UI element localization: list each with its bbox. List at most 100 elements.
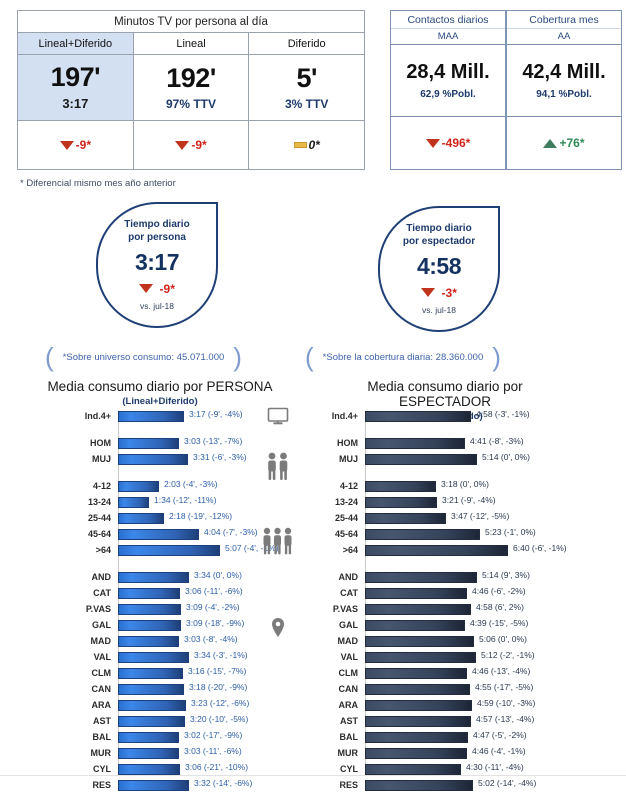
chart-bar-row[interactable]: CAT 4:46 (-6', -2%) (320, 585, 570, 601)
chart-bar-row[interactable]: P.VAS 4:58 (6', 2%) (320, 601, 570, 617)
triangle-down-icon (139, 284, 154, 294)
chart-bar-value: 3:34 (-3', -1%) (194, 649, 248, 660)
chart-bar-label: CAN (91, 684, 112, 694)
droplet-title-line2: por espectador (402, 235, 476, 247)
chart-bar-row[interactable]: Ind.4+ 3:17 (-9', -4%) (40, 408, 280, 424)
chart-bar-row[interactable]: MUJ 3:31 (-6', -3%) (40, 451, 280, 467)
chart-bar-row[interactable]: 4-12 3:18 (0', 0%) (320, 478, 570, 494)
chart-bar-track: 3:02 (-17', -9%) (118, 730, 280, 743)
tv-monitor-icon (258, 407, 298, 425)
chart-bar-row[interactable]: MUR 4:46 (-4', -1%) (320, 745, 570, 761)
chart-bar (365, 453, 477, 465)
chart-bar-track: 3:31 (-6', -3%) (118, 451, 280, 465)
chart-bar-row[interactable]: MUR 3:03 (-11', -6%) (40, 745, 280, 761)
contactos-diarios-card[interactable]: Contactos diarios MAA 28,4 Mill. 62,9 %P… (390, 10, 506, 170)
chart-bar-row[interactable]: Ind.4+ 4:58 (-3', -1%) (320, 408, 570, 424)
card-value: 28,4 Mill. (406, 61, 490, 83)
chart-bar-row[interactable]: BAL 4:47 (-5', -2%) (320, 729, 570, 745)
chart-bar-row[interactable]: 13-24 1:34 (-12', -11%) (40, 494, 280, 510)
chart-bar-row[interactable]: AND 5:14 (9', 3%) (320, 569, 570, 585)
chart-bar (365, 528, 480, 540)
chart-bar-row[interactable]: MAD 5:06 (0', 0%) (320, 633, 570, 649)
chart-bar-value: 5:14 (9', 3%) (482, 569, 530, 580)
chart-bar-row[interactable]: VAL 3:34 (-3', -1%) (40, 649, 280, 665)
chart-bar-row[interactable]: AST 3:20 (-10', -5%) (40, 713, 280, 729)
kpi-column-lineal-diferido[interactable]: Lineal+Diferido 197' 3:17 -9* (18, 33, 134, 169)
chart-subtitle: (Lineal+Diferido) (122, 396, 198, 407)
chart-bar-row[interactable]: BAL 3:02 (-17', -9%) (40, 729, 280, 745)
chart-bar-label: CAT (340, 588, 358, 598)
chart-bar-row[interactable]: 45-64 5:23 (-1', 0%) (320, 526, 570, 542)
card-value: 42,4 Mill. (522, 61, 606, 83)
cobertura-mes-card[interactable]: Cobertura mes AA 42,4 Mill. 94,1 %Pobl. … (506, 10, 622, 170)
chart-bar-label: RES (339, 780, 358, 790)
chart-bar-row[interactable]: CYL 4:30 (-11', -4%) (320, 761, 570, 777)
chart-bar-row[interactable]: 25-44 3:47 (-12', -5%) (320, 510, 570, 526)
kpi-delta: -9* (134, 121, 249, 169)
chart-bar-value: 1:34 (-12', -11%) (154, 494, 217, 505)
chart-bar-row[interactable]: RES 3:32 (-14', -6%) (40, 777, 280, 793)
droplet-comparison: vs. jul-18 (139, 301, 174, 311)
bracket-text: *Sobre la cobertura diaria: 28.360.000 (322, 351, 484, 363)
minutos-tv-columns: Lineal+Diferido 197' 3:17 -9* Lineal 192… (18, 33, 365, 169)
chart-bar-label: CYL (93, 764, 111, 774)
chart-bar-row[interactable]: >64 5:07 (-4', -1%) (40, 542, 280, 558)
kpi-column-diferido[interactable]: Diferido 5' 3% TTV 0* (249, 33, 365, 169)
chart-bar-row[interactable]: 4-12 2:03 (-4', -3%) (40, 478, 280, 494)
card-title: Cobertura mes (507, 11, 621, 29)
kpi-delta-value: -9* (75, 138, 91, 152)
kpi-column-lineal[interactable]: Lineal 192' 97% TTV -9* (133, 33, 250, 169)
chart-bar-row[interactable]: MAD 3:03 (-8', -4%) (40, 633, 280, 649)
chart-bar-row[interactable]: CAT 3:06 (-11', -6%) (40, 585, 280, 601)
kpi-subvalue: 3:17 (62, 96, 89, 111)
chart-bar-value: 3:16 (-15', -7%) (188, 665, 247, 676)
droplet-title-line1: Tiempo diario (406, 223, 472, 234)
chart-bar-track: 1:34 (-12', -11%) (118, 494, 280, 508)
chart-bar-row[interactable]: >64 6:40 (-6', -1%) (320, 542, 570, 558)
bracket-universo-consumo: ( *Sobre universo consumo: 45.071.000 ) (45, 342, 242, 372)
chart-bar-label: CLM (91, 668, 112, 678)
chart-bar-row[interactable]: 25-44 2:18 (-19', -12%) (40, 510, 280, 526)
chart-bar-row[interactable]: HOM 4:41 (-8', -3%) (320, 435, 570, 451)
chart-bar-row[interactable]: CYL 3:06 (-21', -10%) (40, 761, 280, 777)
chart-bar-row[interactable]: VAL 5:12 (-2', -1%) (320, 649, 570, 665)
chart-bar-label: 13-24 (87, 497, 111, 507)
chart-bar-row[interactable]: CLM 3:16 (-15', -7%) (40, 665, 280, 681)
chart-bar-row[interactable]: ARA 3:23 (-12', -6%) (40, 697, 280, 713)
chart-bar (118, 480, 159, 492)
chart-bar-row[interactable]: CAN 3:18 (-20', -9%) (40, 681, 280, 697)
chart-bar-row[interactable]: GAL 3:09 (-18', -9%) (40, 617, 280, 633)
triangle-down-icon (175, 140, 190, 150)
droplet-delta-value: -9* (159, 282, 175, 296)
chart-bar-row[interactable]: 45-64 4:04 (-7', -3%) (40, 526, 280, 542)
chart-bar-row[interactable]: AST 4:57 (-13', -4%) (320, 713, 570, 729)
chart-title: Media consumo diario por PERSONA (47, 379, 273, 394)
chart-bar-row[interactable]: 13-24 3:21 (-9', -4%) (320, 494, 570, 510)
chart-bar-track: 5:14 (9', 3%) (365, 569, 570, 583)
chart-bar-row[interactable]: GAL 4:39 (-15', -5%) (320, 617, 570, 633)
location-pin-icon (258, 617, 298, 639)
chart-bar-row[interactable]: AND 3:34 (0', 0%) (40, 569, 280, 585)
chart-bar-row[interactable]: MUJ 5:14 (0', 0%) (320, 451, 570, 467)
chart-bar-row[interactable]: CLM 4:46 (-13', -4%) (320, 665, 570, 681)
chart-bar-track: 3:47 (-12', -5%) (365, 511, 570, 524)
chart-bar-row[interactable]: HOM 3:03 (-13', -7%) (40, 435, 280, 451)
chart-bar (118, 603, 181, 615)
card-subtitle: MAA (391, 29, 505, 45)
chart-bar-row[interactable]: RES 5:02 (-14', -4%) (320, 777, 570, 793)
chart-bar-track: 4:46 (-6', -2%) (365, 586, 570, 599)
droplet-comparison: vs. jul-18 (421, 305, 456, 315)
chart-bar-value: 3:34 (0', 0%) (194, 569, 242, 580)
chart-bar-track: 3:17 (-9', -4%) (118, 409, 280, 422)
chart-bar-track: 4:58 (6', 2%) (365, 602, 570, 615)
chart-bar-row[interactable]: P.VAS 3:09 (-4', -2%) (40, 601, 280, 617)
chart-bar-value: 3:31 (-6', -3%) (193, 451, 247, 462)
chart-bar-value: 3:32 (-14', -6%) (194, 777, 253, 788)
chart-bar-row[interactable]: ARA 4:59 (-10', -3%) (320, 697, 570, 713)
chart-group-spacer (320, 467, 570, 478)
chart-bar-row[interactable]: CAN 4:55 (-17', -5%) (320, 681, 570, 697)
chart-bar-label: BAL (92, 732, 112, 742)
chart-bar-value: 4:58 (-3', -1%) (476, 408, 530, 419)
chart-bar-track: 2:18 (-19', -12%) (118, 511, 280, 524)
chart-bar (365, 699, 472, 711)
